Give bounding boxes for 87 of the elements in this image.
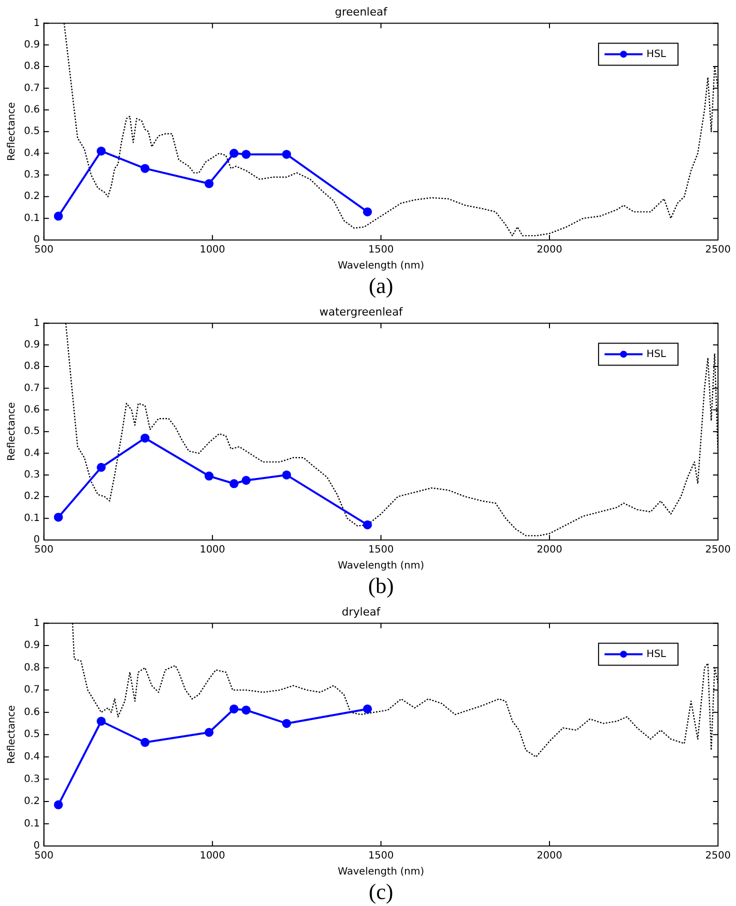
x-axis-title: Wavelength (nm): [338, 866, 424, 878]
y-tick-label: 0.5: [24, 426, 40, 438]
point: [362, 520, 372, 530]
x-tick-label: 1500: [368, 244, 394, 256]
x-tick-label: 2000: [536, 544, 562, 556]
point: [242, 150, 251, 159]
point: [204, 728, 214, 737]
y-tick-label: 0.2: [24, 491, 40, 502]
y-tick-label: 0.3: [24, 170, 40, 181]
y-tick-label: 0.5: [24, 729, 40, 740]
x-axis-title: Wavelength (nm): [338, 260, 424, 272]
y-tick-label: 0.4: [24, 148, 40, 159]
y-tick-label: 0.6: [24, 404, 40, 416]
y-tick-label: 0.2: [24, 796, 40, 808]
point: [54, 512, 63, 522]
y-tick-label: 0.8: [24, 61, 40, 72]
x-tick-label: 1000: [200, 244, 226, 256]
y-tick-label: 0.9: [24, 640, 40, 652]
point: [54, 800, 63, 810]
point: [242, 476, 251, 485]
y-tick-label: 0.7: [24, 684, 40, 696]
y-tick-label: 0.5: [24, 126, 40, 138]
y-tick-label: 0.7: [24, 82, 40, 94]
x-tick-label: 1000: [200, 850, 226, 862]
y-tick-label: 0.1: [24, 818, 40, 830]
point: [140, 738, 150, 747]
y-axis-title: Reflectance: [6, 402, 18, 461]
point: [282, 150, 292, 159]
y-tick-label: 0.9: [24, 39, 40, 50]
x-tick-label: 2500: [705, 544, 731, 556]
point: [230, 704, 238, 714]
y-tick-label: 0.6: [24, 104, 40, 116]
point: [96, 462, 106, 472]
y-tick-label: 0: [34, 234, 40, 246]
y-axis-title: Reflectance: [6, 102, 18, 161]
y-tick-label: 1: [34, 618, 40, 629]
legend-label: HSL: [646, 48, 666, 60]
y-tick-label: 0.8: [24, 662, 40, 674]
chart-title: watergreenleaf: [319, 305, 404, 318]
x-tick-label: 500: [34, 544, 54, 556]
point: [282, 470, 292, 480]
y-tick-label: 0.4: [24, 751, 40, 762]
y-tick-label: 0.8: [24, 361, 40, 372]
point: [230, 148, 238, 158]
y-tick-label: 0: [34, 534, 40, 546]
x-tick-label: 1000: [200, 544, 226, 556]
y-tick-label: 1: [34, 18, 40, 29]
x-tick-label: 500: [34, 244, 54, 256]
x-tick-label: 500: [34, 850, 54, 862]
point: [204, 179, 214, 188]
y-tick-label: 0: [34, 840, 40, 852]
point: [96, 146, 106, 156]
y-tick-label: 0.1: [24, 512, 40, 524]
chart-title: greenleaf: [334, 5, 388, 18]
point: [230, 479, 238, 488]
text: (b): [368, 572, 394, 598]
point: [242, 706, 251, 715]
legend-label: HSL: [646, 348, 666, 360]
x-tick-label: 1500: [368, 850, 394, 862]
point: [96, 716, 106, 726]
text: (a): [368, 272, 394, 298]
point: [362, 207, 372, 216]
y-tick-label: 0.9: [24, 339, 40, 350]
point: [282, 718, 292, 728]
y-tick-label: 0.2: [24, 191, 40, 202]
y-tick-label: 1: [34, 318, 40, 329]
point: [204, 472, 214, 481]
y-tick-label: 0.6: [24, 706, 40, 718]
point: [54, 212, 63, 221]
y-tick-label: 0.3: [24, 470, 40, 481]
y-tick-label: 0.7: [24, 382, 40, 394]
x-tick-label: 2500: [705, 244, 731, 256]
x-tick-label: 2000: [536, 850, 562, 862]
point: [362, 704, 372, 714]
legend-label: HSL: [646, 648, 666, 660]
y-tick-label: 0.4: [24, 448, 40, 459]
y-tick-label: 0.1: [24, 212, 40, 224]
point: [140, 164, 150, 173]
y-axis-title: Reflectance: [6, 705, 18, 764]
x-tick-label: 2500: [705, 850, 731, 862]
point: [140, 434, 150, 443]
chart-title: dryleaf: [342, 605, 382, 618]
y-tick-label: 0.3: [24, 774, 40, 785]
x-tick-label: 1500: [368, 544, 394, 556]
x-axis-title: Wavelength (nm): [338, 560, 424, 572]
text: (c): [368, 878, 394, 904]
x-tick-label: 2000: [536, 244, 562, 256]
